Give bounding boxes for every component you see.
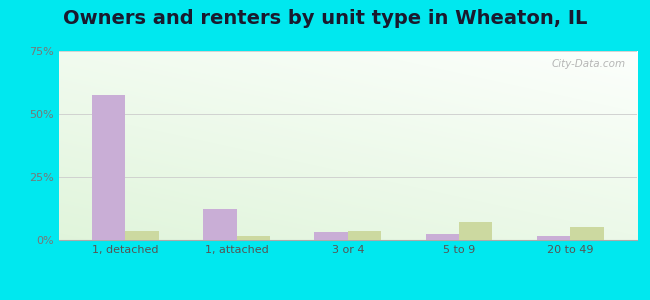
Bar (237, 236, 270, 240)
Bar (92, 95, 125, 240)
Bar (537, 236, 570, 240)
Bar (570, 227, 604, 240)
Bar (348, 231, 381, 240)
Bar (315, 232, 348, 240)
Text: City-Data.com: City-Data.com (551, 58, 625, 69)
Bar (426, 234, 459, 240)
Bar (203, 208, 237, 240)
Bar (459, 222, 493, 240)
Text: Owners and renters by unit type in Wheaton, IL: Owners and renters by unit type in Wheat… (63, 9, 587, 28)
Bar (125, 231, 159, 240)
